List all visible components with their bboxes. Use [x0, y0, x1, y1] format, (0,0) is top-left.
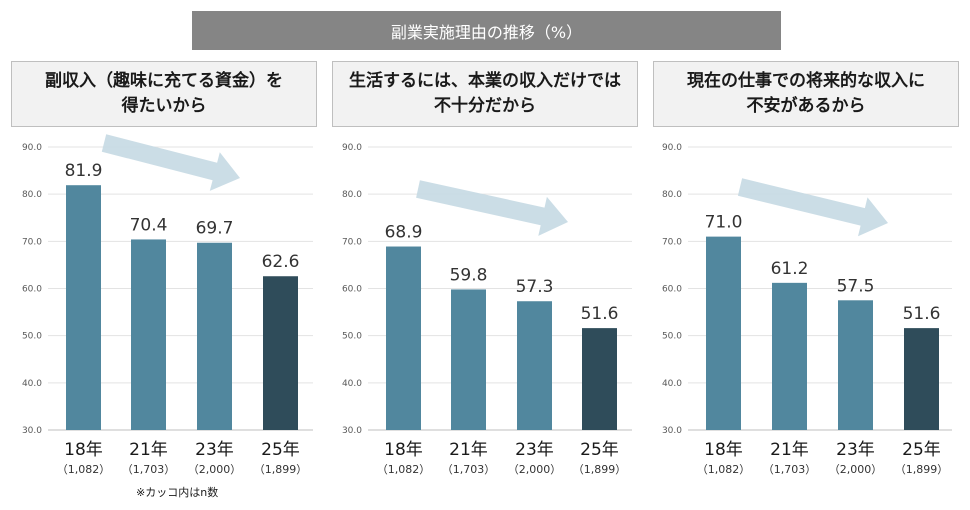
n-count-label: （1,082） — [697, 463, 751, 476]
panel-title-insufficient-income: 生活するには、本業の収入だけでは 不十分だから — [332, 61, 638, 127]
panel-title-line: 生活するには、本業の収入だけでは — [349, 71, 621, 91]
value-label: 61.2 — [771, 259, 809, 279]
category-label: 23年 — [515, 440, 554, 460]
y-tick-label: 80.0 — [662, 190, 682, 200]
n-count-label: （1,703） — [763, 463, 817, 476]
y-tick-label: 40.0 — [22, 379, 42, 389]
y-tick-label: 40.0 — [342, 379, 362, 389]
bar — [838, 300, 873, 430]
category-label: 18年 — [704, 440, 743, 460]
value-label: 69.7 — [196, 219, 234, 239]
bar-chart-future-anxiety: 90.0 80.0 70.0 60.0 50.0 40.0 30.0 71.0 18年 （1,08… — [662, 143, 952, 476]
trend-arrow — [101, 134, 240, 191]
panel-title-future-anxiety: 現在の仕事での将来的な収入に 不安があるから — [653, 61, 959, 127]
category-label: 25年 — [580, 440, 619, 460]
y-tick-label: 50.0 — [342, 332, 362, 342]
value-label: 62.6 — [262, 252, 300, 272]
y-tick-label: 80.0 — [342, 190, 362, 200]
value-label: 70.4 — [130, 215, 168, 235]
category-label: 25年 — [261, 440, 300, 460]
value-label: 59.8 — [450, 265, 488, 285]
panel-title-line: 副収入（趣味に充てる資金）を — [45, 71, 283, 91]
n-count-label: （2,000） — [829, 463, 883, 476]
n-count-label: （2,000） — [188, 463, 242, 476]
y-tick-label: 90.0 — [22, 143, 42, 153]
n-count-label: （1,899） — [254, 463, 308, 476]
category-label: 23年 — [195, 440, 234, 460]
value-label: 81.9 — [65, 161, 103, 181]
bar — [66, 185, 101, 430]
panel-title-line: 不十分だから — [434, 96, 536, 116]
panel-title-side-income: 副収入（趣味に充てる資金）を 得たいから — [11, 61, 317, 127]
y-tick-label: 70.0 — [342, 237, 362, 247]
category-label: 18年 — [64, 440, 103, 460]
y-tick-label: 30.0 — [342, 426, 362, 436]
category-label: 25年 — [902, 440, 941, 460]
bar — [451, 289, 486, 430]
footnote: ※カッコ内はn数 — [136, 486, 219, 499]
n-count-label: （1,899） — [895, 463, 949, 476]
y-tick-label: 40.0 — [662, 379, 682, 389]
bar — [386, 246, 421, 430]
bar — [131, 239, 166, 430]
category-label: 21年 — [770, 440, 809, 460]
category-label: 23年 — [836, 440, 875, 460]
panel-title-line: 不安があるから — [746, 96, 866, 116]
trend-arrow — [416, 180, 568, 236]
y-tick-label: 60.0 — [22, 285, 42, 295]
y-tick-label: 30.0 — [662, 426, 682, 436]
y-tick-label: 60.0 — [342, 285, 362, 295]
category-label: 21年 — [129, 440, 168, 460]
y-tick-label: 30.0 — [22, 426, 42, 436]
category-label: 18年 — [384, 440, 423, 460]
bar — [904, 328, 939, 430]
bar — [517, 301, 552, 430]
value-label: 57.3 — [516, 277, 554, 297]
y-tick-label: 50.0 — [22, 332, 42, 342]
panel-title-line: 現在の仕事での将来的な収入に — [687, 71, 925, 91]
n-count-label: （1,899） — [573, 463, 627, 476]
y-tick-label: 90.0 — [342, 143, 362, 153]
value-label: 51.6 — [581, 304, 619, 324]
category-label: 21年 — [449, 440, 488, 460]
panel-title-line: 得たいから — [121, 96, 207, 116]
n-count-label: （1,082） — [377, 463, 431, 476]
n-count-label: （1,082） — [57, 463, 111, 476]
value-label: 57.5 — [837, 276, 875, 296]
y-tick-label: 50.0 — [662, 332, 682, 342]
y-tick-label: 60.0 — [662, 285, 682, 295]
y-tick-label: 70.0 — [22, 237, 42, 247]
y-tick-label: 80.0 — [22, 190, 42, 200]
value-label: 71.0 — [705, 213, 743, 233]
bar — [706, 236, 741, 430]
value-label: 68.9 — [385, 223, 423, 243]
bar — [263, 276, 298, 430]
bar-chart-side-income: 90.0 80.0 70.0 60.0 50.0 40.0 30.0 81.9 18年 （1,08… — [22, 134, 313, 476]
bar — [772, 282, 807, 430]
n-count-label: （1,703） — [442, 463, 496, 476]
value-label: 51.6 — [903, 304, 941, 324]
trend-arrow — [737, 178, 888, 237]
bar — [582, 328, 617, 430]
y-tick-label: 70.0 — [662, 237, 682, 247]
y-tick-label: 90.0 — [662, 143, 682, 153]
bar-chart-insufficient-income: 90.0 80.0 70.0 60.0 50.0 40.0 30.0 68.9 18年 （1,08… — [342, 143, 632, 476]
main-title: 副業実施理由の推移（%） — [192, 11, 781, 50]
bar — [197, 242, 232, 430]
n-count-label: （2,000） — [508, 463, 562, 476]
n-count-label: （1,703） — [122, 463, 176, 476]
